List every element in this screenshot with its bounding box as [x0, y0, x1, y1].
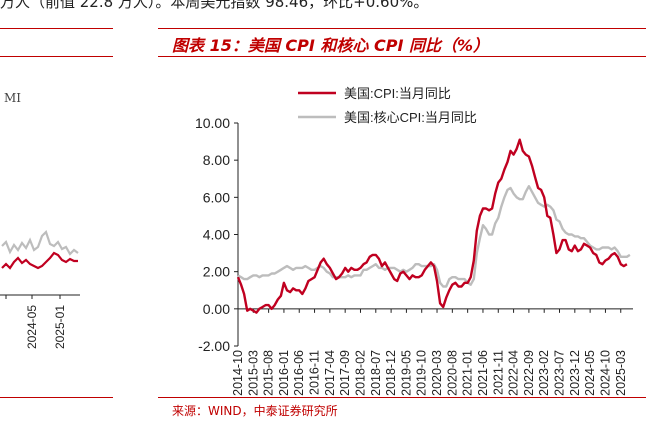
y-tick-label: 2.00 [203, 264, 230, 280]
left-bottom-divider [0, 397, 113, 398]
x-tick-label: 2023-07 [553, 350, 567, 396]
figure-title: 图表 15：美国 CPI 和核心 CPI 同比（%） [172, 36, 489, 55]
x-tick-label: 2015-03 [246, 350, 260, 396]
y-tick-label: 4.00 [203, 227, 230, 243]
x-tick-label: 2015-08 [262, 350, 276, 396]
x-tick-label: 2016-01 [277, 350, 291, 396]
y-tick-label: -2.00 [198, 338, 230, 354]
left-top-divider [0, 28, 113, 29]
x-tick-label: 2022-04 [507, 350, 521, 396]
y-tick-label: 10.00 [195, 115, 230, 131]
left-x-tick-label: 2024-05 [25, 305, 39, 349]
legend-label-cpi: 美国:CPI:当月同比 [344, 86, 451, 101]
left-series-gray [1, 229, 79, 256]
x-tick-label: 2018-12 [384, 350, 398, 396]
x-tick-label: 2020-08 [445, 350, 459, 396]
legend-label-core-cpi: 美国:核心CPI:当月同比 [344, 110, 477, 125]
source-note: 来源：WIND，中泰证券研究所 [172, 404, 338, 418]
x-tick-label: 2021-11 [491, 350, 505, 395]
top-paragraph-text: 万人（前值 22.8 万人）。本周美元指数 98.46，环比+0.60%。 [0, 0, 429, 11]
y-tick-label: 0.00 [203, 301, 230, 317]
y-tick-label: 8.00 [203, 152, 230, 168]
x-tick-label: 2024-10 [598, 350, 612, 396]
x-tick-label: 2016-11 [308, 350, 322, 395]
left-partial-chart: 2024-05 2025-01 [0, 229, 80, 349]
x-tick-label: 2019-05 [399, 350, 413, 396]
x-tick-label: 2017-09 [338, 350, 352, 396]
series-line-cpi [236, 138, 628, 314]
x-tick-label: 2021-06 [476, 350, 490, 396]
x-tick-label: 2018-02 [353, 350, 367, 396]
x-tick-label: 2018-07 [369, 350, 383, 396]
left-series-red [1, 251, 78, 270]
left-chart-label: MI [4, 91, 22, 105]
x-tick-label: 2016-06 [292, 350, 306, 396]
left-title-divider [0, 56, 113, 57]
cpi-line-chart: 美国:CPI:当月同比 美国:核心CPI:当月同比 10.00 8.00 6.00 4… [195, 86, 633, 396]
x-tick-label: 2021-01 [461, 350, 475, 396]
x-tick-label: 2024-05 [583, 350, 597, 396]
x-tick-label: 2025-03 [614, 350, 628, 396]
x-tick-label: 2022-09 [522, 350, 536, 396]
chart-bottom-divider [158, 397, 646, 398]
x-tick-label: 2019-10 [415, 350, 429, 396]
series-line-core-cpi [237, 184, 631, 288]
title-bottom-divider [158, 56, 646, 57]
x-tick-label: 2020-03 [430, 350, 444, 396]
title-top-divider [158, 28, 646, 29]
x-tick-label: 2014-10 [231, 350, 245, 396]
x-tick-label: 2023-02 [537, 350, 551, 396]
x-tick-label: 2017-04 [323, 350, 337, 396]
chart-legend: 美国:CPI:当月同比 美国:核心CPI:当月同比 [298, 86, 477, 125]
x-tick-label: 2023-12 [568, 350, 582, 396]
left-x-tick-label: 2025-01 [53, 305, 67, 349]
y-tick-label: 6.00 [203, 189, 230, 205]
